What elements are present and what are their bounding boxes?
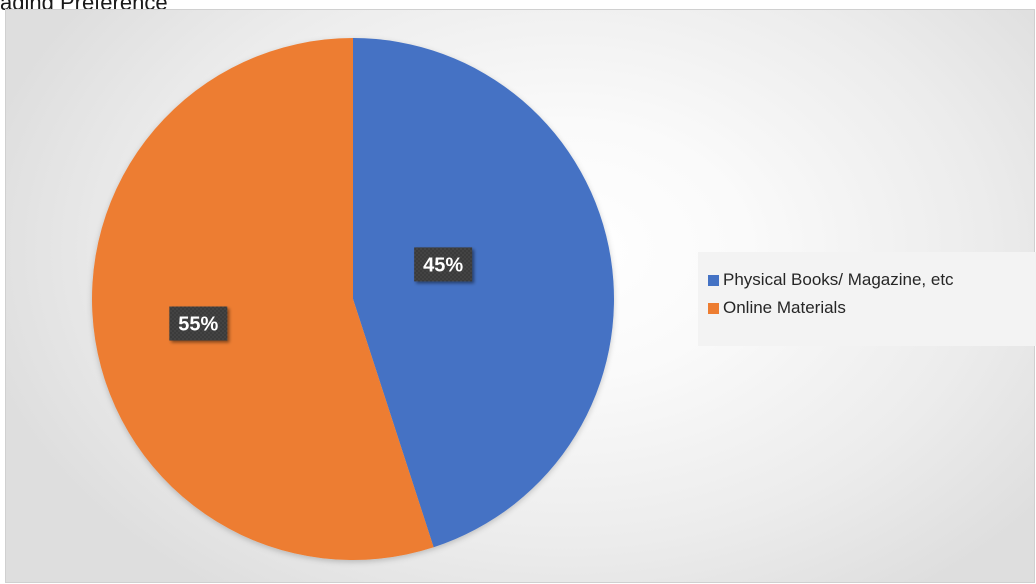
data-label-physical-books-box bbox=[414, 247, 473, 282]
pie-slice-online-materials bbox=[92, 38, 434, 560]
pie-slice-physical-books bbox=[353, 38, 614, 548]
legend-item-online-materials: Online Materials bbox=[708, 294, 1036, 322]
legend-item-physical-books: Physical Books/ Magazine, etc bbox=[708, 266, 1036, 294]
data-label-physical-books-text: 45% bbox=[423, 254, 463, 276]
pie-chart: 45% 55% bbox=[92, 38, 614, 560]
chart-legend: Physical Books/ Magazine, etc Online Mat… bbox=[698, 252, 1036, 346]
data-label-online-materials-text: 55% bbox=[178, 313, 218, 335]
data-label-online-materials: 55% bbox=[169, 306, 228, 341]
chart-area: 45% 55% Physical Books/ Magazine, etc Onl… bbox=[5, 9, 1036, 583]
legend-label-physical-books: Physical Books/ Magazine, etc bbox=[723, 270, 954, 289]
legend-swatch-online-materials bbox=[708, 302, 719, 314]
legend-swatch-physical-books bbox=[708, 274, 719, 286]
legend-label-online-materials: Online Materials bbox=[723, 298, 846, 317]
data-label-online-materials-box bbox=[169, 306, 228, 341]
data-label-physical-books: 45% bbox=[414, 247, 473, 282]
